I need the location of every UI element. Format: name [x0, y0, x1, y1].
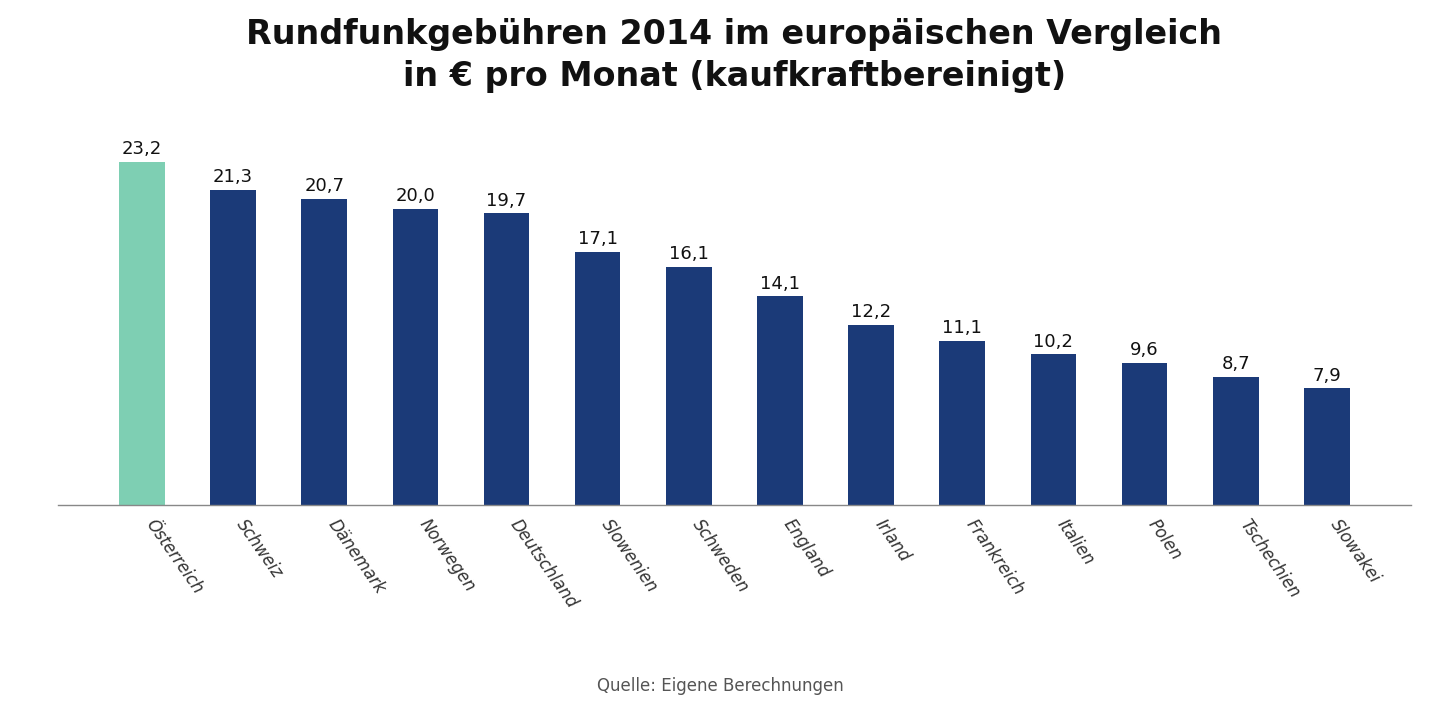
Bar [939, 341, 985, 505]
Bar [848, 324, 894, 505]
Text: 14,1: 14,1 [760, 274, 801, 293]
Text: 7,9: 7,9 [1312, 366, 1341, 385]
Text: 17,1: 17,1 [577, 230, 618, 249]
Bar [1031, 355, 1076, 505]
Text: 20,0: 20,0 [396, 187, 435, 205]
Bar [575, 252, 621, 505]
Bar [757, 296, 802, 505]
Title: Rundfunkgebühren 2014 im europäischen Vergleich
in € pro Monat (kaufkraftbereini: Rundfunkgebühren 2014 im europäischen Ve… [246, 18, 1223, 93]
Bar [301, 199, 347, 505]
Bar [210, 190, 256, 505]
Text: 20,7: 20,7 [304, 177, 344, 195]
Text: 9,6: 9,6 [1130, 341, 1159, 359]
Text: 21,3: 21,3 [213, 168, 253, 186]
Text: 12,2: 12,2 [851, 303, 891, 321]
Bar [1122, 363, 1168, 505]
Text: Quelle: Eigene Berechnungen: Quelle: Eigene Berechnungen [596, 677, 844, 695]
Bar [1305, 388, 1349, 505]
Text: 23,2: 23,2 [122, 140, 163, 158]
Bar [667, 267, 711, 505]
Text: 11,1: 11,1 [942, 319, 982, 337]
Bar [1212, 376, 1259, 505]
Text: 8,7: 8,7 [1221, 355, 1250, 373]
Bar [393, 209, 438, 505]
Text: 10,2: 10,2 [1034, 333, 1073, 350]
Bar [120, 161, 164, 505]
Text: 19,7: 19,7 [487, 192, 527, 210]
Bar [484, 213, 530, 505]
Text: 16,1: 16,1 [670, 245, 708, 263]
